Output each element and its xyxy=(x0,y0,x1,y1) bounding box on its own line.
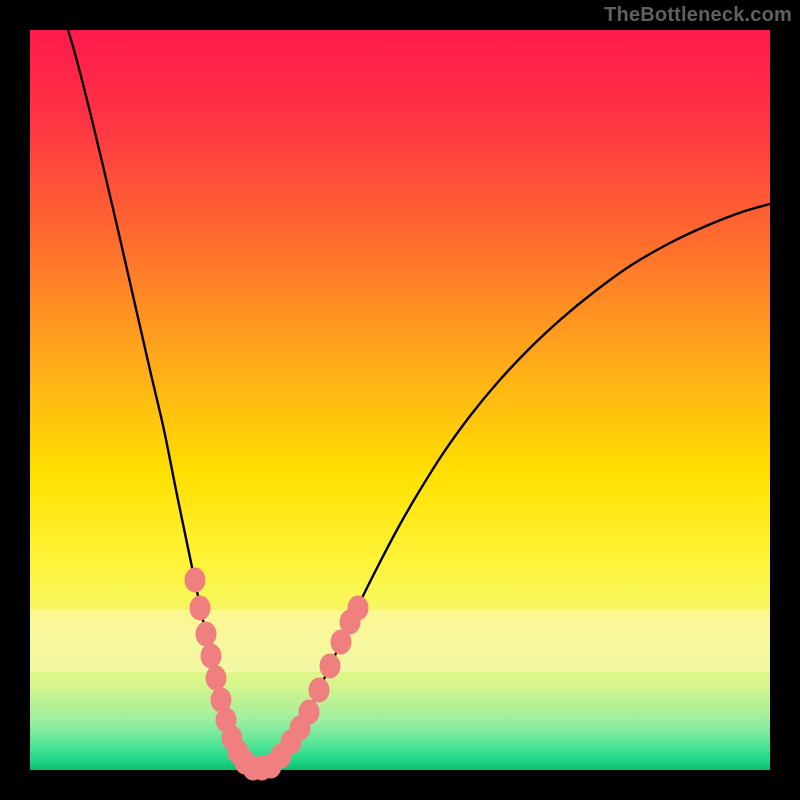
chart-marker xyxy=(206,666,226,690)
chart-marker xyxy=(309,678,329,702)
chart-pale-band xyxy=(30,610,770,672)
chart-marker xyxy=(196,622,216,646)
chart-marker xyxy=(185,568,205,592)
chart-marker xyxy=(320,654,340,678)
watermark-text: TheBottleneck.com xyxy=(604,4,792,27)
chart-marker xyxy=(348,596,368,620)
chart-marker xyxy=(201,644,221,668)
chart-marker xyxy=(190,596,210,620)
chart-svg xyxy=(0,0,800,800)
chart-canvas: TheBottleneck.com xyxy=(0,0,800,800)
chart-marker xyxy=(299,700,319,724)
